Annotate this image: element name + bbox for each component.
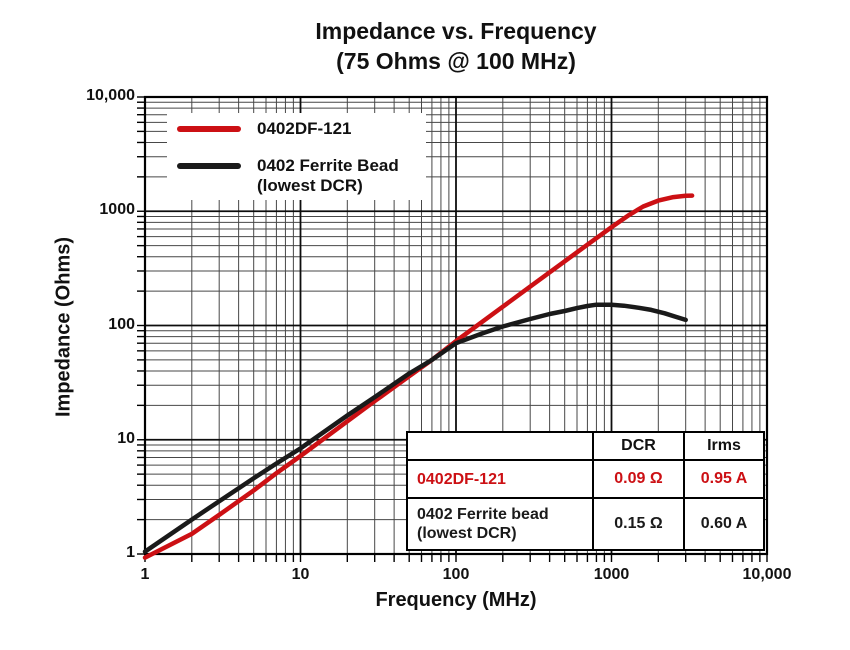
x-tick-label: 100 — [442, 566, 470, 583]
table-header-dcr: DCR — [592, 431, 685, 461]
series-curve-0 — [142, 193, 695, 560]
legend-swatch-red-line — [177, 126, 241, 132]
y-axis-title: Impedance (Ohms) — [52, 236, 75, 418]
chart-title-line1: Impedance vs. Frequency — [315, 18, 597, 44]
table-row-0402df-121: 0402DF-121 0.09 Ω 0.95 A — [406, 459, 765, 499]
y-tick-label: 100 — [108, 315, 135, 333]
table-cell-irms: 0.95 A — [683, 459, 765, 499]
legend: 0402DF-121 0402 Ferrite Bead (lowest DCR… — [167, 113, 426, 200]
y-tick-label: 10,000 — [86, 87, 135, 104]
x-axis-title: Frequency (MHz) — [375, 589, 537, 611]
legend-item-0402df-121: 0402DF-121 — [177, 119, 426, 139]
x-tick-label: 1 — [140, 566, 150, 583]
table-header-irms: Irms — [683, 431, 765, 461]
x-tick-label: 1000 — [593, 566, 630, 583]
table-row-ferrite-bead: 0402 Ferrite bead (lowest DCR) 0.15 Ω 0.… — [406, 497, 765, 551]
chart-title: Impedance vs. Frequency (75 Ohms @ 100 M… — [145, 16, 767, 76]
legend-item-ferrite-bead: 0402 Ferrite Bead (lowest DCR) — [177, 156, 426, 196]
table-cell-part: 0402 Ferrite bead (lowest DCR) — [406, 497, 594, 551]
table-cell-irms: 0.60 A — [683, 497, 765, 551]
table-cell-part: 0402DF-121 — [406, 459, 594, 499]
table-cell-dcr: 0.15 Ω — [592, 497, 685, 551]
table-header-part — [406, 431, 594, 461]
y-tick-label: 10 — [117, 429, 135, 447]
y-tick-label: 1000 — [99, 201, 135, 219]
series-curve-1 — [142, 302, 688, 554]
x-tick-label: 10,000 — [742, 566, 792, 583]
table-cell-dcr: 0.09 Ω — [592, 459, 685, 499]
table-header-row: DCR Irms — [406, 431, 765, 461]
x-tick-label: 10 — [291, 566, 310, 583]
dcr-irms-table: DCR Irms 0402DF-121 0.09 Ω 0.95 A 0402 F… — [406, 431, 765, 551]
legend-label: 0402 Ferrite Bead (lowest DCR) — [257, 156, 399, 195]
legend-label: 0402DF-121 — [257, 119, 352, 138]
legend-swatch-black-line — [177, 163, 241, 169]
plot-border — [143, 95, 769, 556]
y-tick-label: 1 — [126, 544, 135, 561]
chart-title-line2: (75 Ohms @ 100 MHz) — [336, 48, 576, 74]
